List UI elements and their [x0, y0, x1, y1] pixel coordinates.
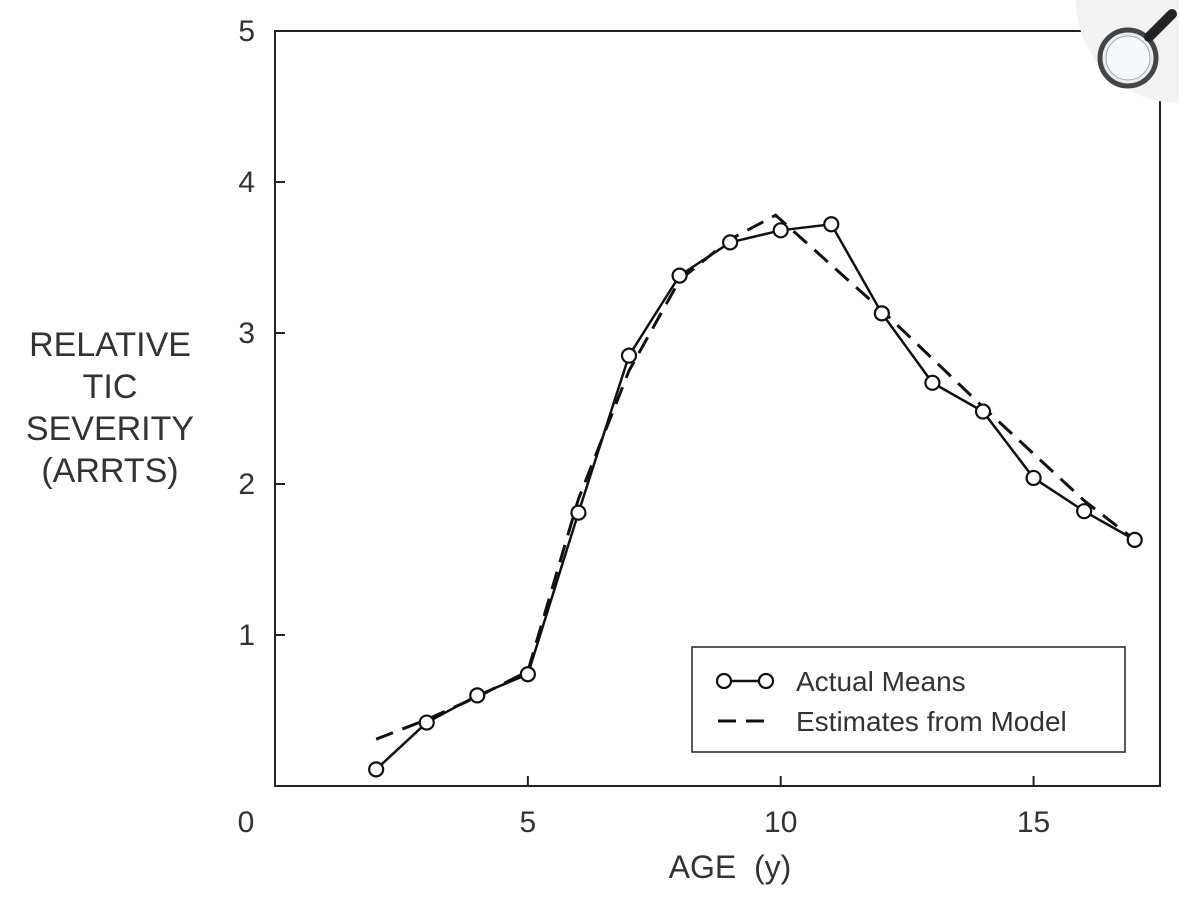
- data-point: [671, 267, 688, 284]
- data-point: [772, 222, 789, 239]
- y-axis-label: RELATIVE TIC SEVERITY (ARRTS): [26, 326, 194, 490]
- data-point: [1126, 531, 1143, 548]
- magnifier-icon: [1097, 9, 1177, 89]
- legend: Actual Means Estimates from Model: [691, 646, 1126, 753]
- series-line-estimates: [375, 213, 1136, 741]
- y-axis-label-line: SEVERITY: [26, 410, 194, 448]
- y-tick-label: 1: [238, 619, 255, 652]
- y-tick-label: 3: [238, 317, 255, 350]
- x-tick-label: 0: [238, 806, 255, 839]
- data-point: [418, 714, 435, 731]
- legend-swatch-marker: [715, 672, 733, 690]
- data-point: [620, 347, 638, 364]
- y-tick-label: 2: [238, 468, 255, 501]
- data-point: [570, 504, 587, 521]
- axis-ticks: 0 5 10 15 1 2 3 4 5: [238, 15, 1051, 839]
- series-layer: [368, 213, 1143, 778]
- y-axis-label-line: (ARRTS): [41, 452, 178, 490]
- data-point: [1076, 503, 1093, 520]
- data-point: [873, 305, 890, 322]
- data-point: [368, 761, 385, 778]
- legend-box: [691, 646, 1126, 753]
- data-point: [924, 374, 941, 391]
- plot-frame: [274, 30, 1161, 787]
- series-line-actual: [375, 222, 1136, 771]
- data-point: [974, 403, 992, 420]
- y-tick-label: 5: [238, 15, 255, 48]
- y-axis-label-line: TIC: [83, 368, 138, 406]
- y-axis-label-line: RELATIVE: [29, 326, 191, 364]
- data-point: [519, 666, 536, 683]
- legend-label-actual: Actual Means: [796, 666, 966, 697]
- data-point: [823, 216, 840, 233]
- x-tick-label: 5: [520, 806, 537, 839]
- x-tick-label: 10: [764, 806, 797, 839]
- y-tick-label: 4: [238, 166, 255, 199]
- legend-swatch-marker: [757, 672, 775, 690]
- x-tick-label: 15: [1017, 806, 1050, 839]
- zoom-button[interactable]: [1076, 0, 1179, 103]
- data-point: [722, 234, 739, 251]
- data-point: [469, 687, 486, 704]
- data-point: [1025, 469, 1042, 487]
- legend-label-estimates: Estimates from Model: [796, 706, 1067, 737]
- x-axis-label: AGE (y): [669, 849, 792, 885]
